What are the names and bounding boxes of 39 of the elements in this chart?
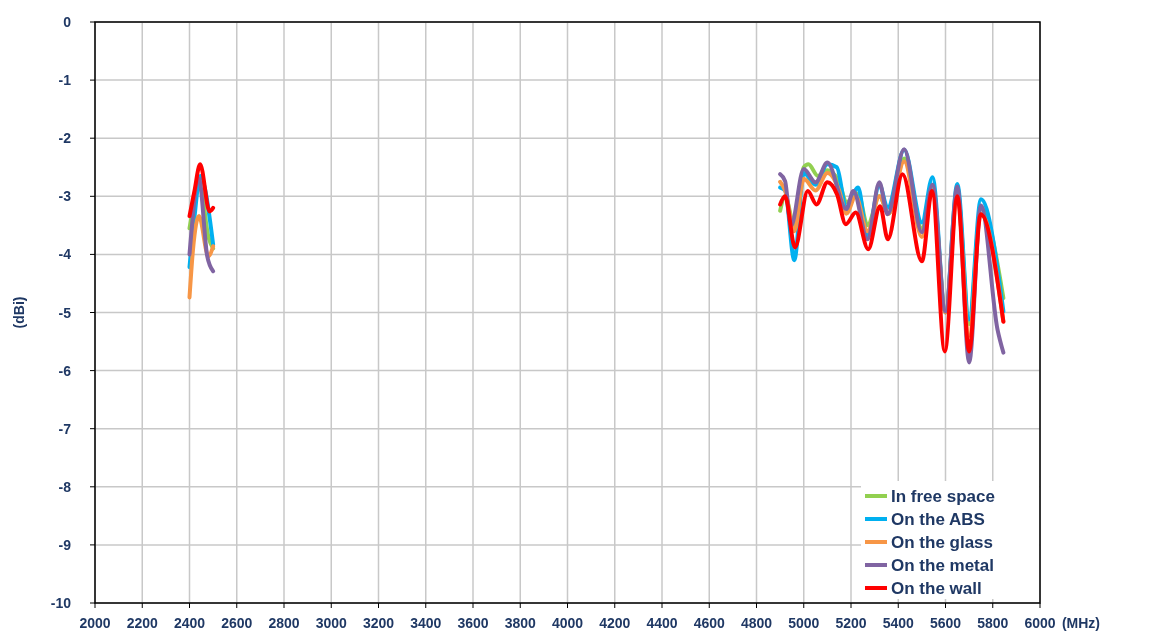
legend-label: On the wall: [891, 579, 982, 598]
y-tick-label: -4: [58, 246, 72, 263]
x-tick-label: 3400: [410, 615, 442, 631]
x-tick-label: 5800: [977, 615, 1009, 631]
x-tick-label: 4000: [551, 615, 584, 631]
y-tick-label: -8: [58, 478, 72, 495]
x-tick-label: 2600: [221, 615, 253, 631]
y-tick-label: 0: [63, 14, 72, 30]
y-tick-label: -7: [58, 420, 72, 437]
x-tick-label: 4800: [740, 615, 773, 631]
y-tick-label: -10: [50, 595, 72, 611]
x-tick-label: 3200: [362, 615, 395, 631]
x-tick-label: 2800: [268, 615, 300, 631]
x-tick-label: 2400: [173, 615, 206, 631]
y-tick-label: -2: [58, 130, 72, 147]
x-tick-label: 2000: [79, 615, 111, 631]
y-tick-label: -6: [58, 362, 72, 379]
legend-label: On the metal: [891, 556, 994, 575]
y-tick-label: -3: [58, 188, 72, 205]
legend-label: On the ABS: [891, 510, 985, 529]
x-tick-label: 3800: [504, 615, 537, 631]
x-tick-label: 6000: [1024, 615, 1056, 631]
x-tick-label: 4400: [646, 615, 678, 631]
x-tick-label: 5400: [882, 615, 915, 631]
x-tick-label: 3600: [457, 615, 489, 631]
x-tick-label: 3000: [315, 615, 348, 631]
x-tick-label: 5200: [835, 615, 867, 631]
y-tick-label: -9: [58, 536, 72, 553]
x-tick-label: 2200: [126, 615, 159, 631]
legend-label: On the glass: [891, 533, 994, 552]
x-tick-label: 4600: [693, 615, 726, 631]
y-axis-title: (dBi): [11, 296, 27, 329]
x-tick-label: 5600: [929, 615, 962, 631]
x-tick-label: 5000: [788, 615, 820, 631]
legend-label: In free space: [891, 487, 995, 506]
y-tick-label: -5: [58, 304, 72, 321]
y-tick-label: -1: [58, 72, 72, 89]
x-axis-title: (MHz): [1061, 615, 1101, 631]
x-tick-label: 4200: [599, 615, 631, 631]
